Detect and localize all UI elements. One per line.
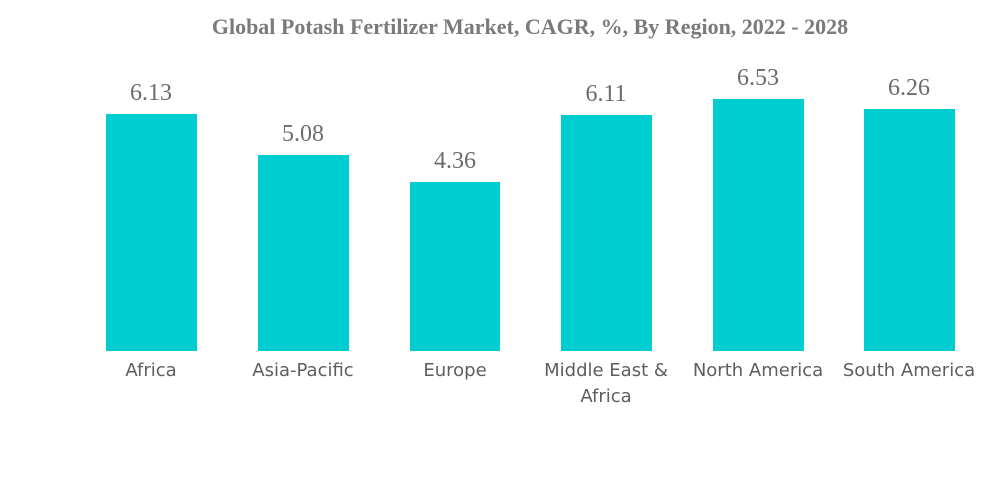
bar-north-america [713,99,804,351]
bar-europe [410,182,500,351]
chart-title: Global Potash Fertilizer Market, CAGR, %… [211,14,849,39]
category-label-north-america: North America [692,360,824,381]
value-label-south-america: 6.26 [888,75,930,101]
category-label-middle-east-africa: Middle East & Africa [544,360,668,407]
bar-south-america [864,109,955,351]
category-label-south-america: South America [842,360,976,381]
value-label-africa: 6.13 [130,80,172,106]
value-label-north-america: 6.53 [737,65,779,91]
category-label-asia-pacific: Asia-Pacific [252,360,354,381]
bar-asia-pacific [258,155,349,351]
category-label-europe: Europe [423,360,487,381]
category-label-africa: Africa [125,360,177,381]
bar-africa [106,114,197,351]
value-label-asia-pacific: 5.08 [282,121,324,147]
bar-middle-east-africa [561,115,652,351]
value-label-europe: 4.36 [434,148,476,174]
value-label-middle-east-africa: 6.11 [585,81,627,107]
